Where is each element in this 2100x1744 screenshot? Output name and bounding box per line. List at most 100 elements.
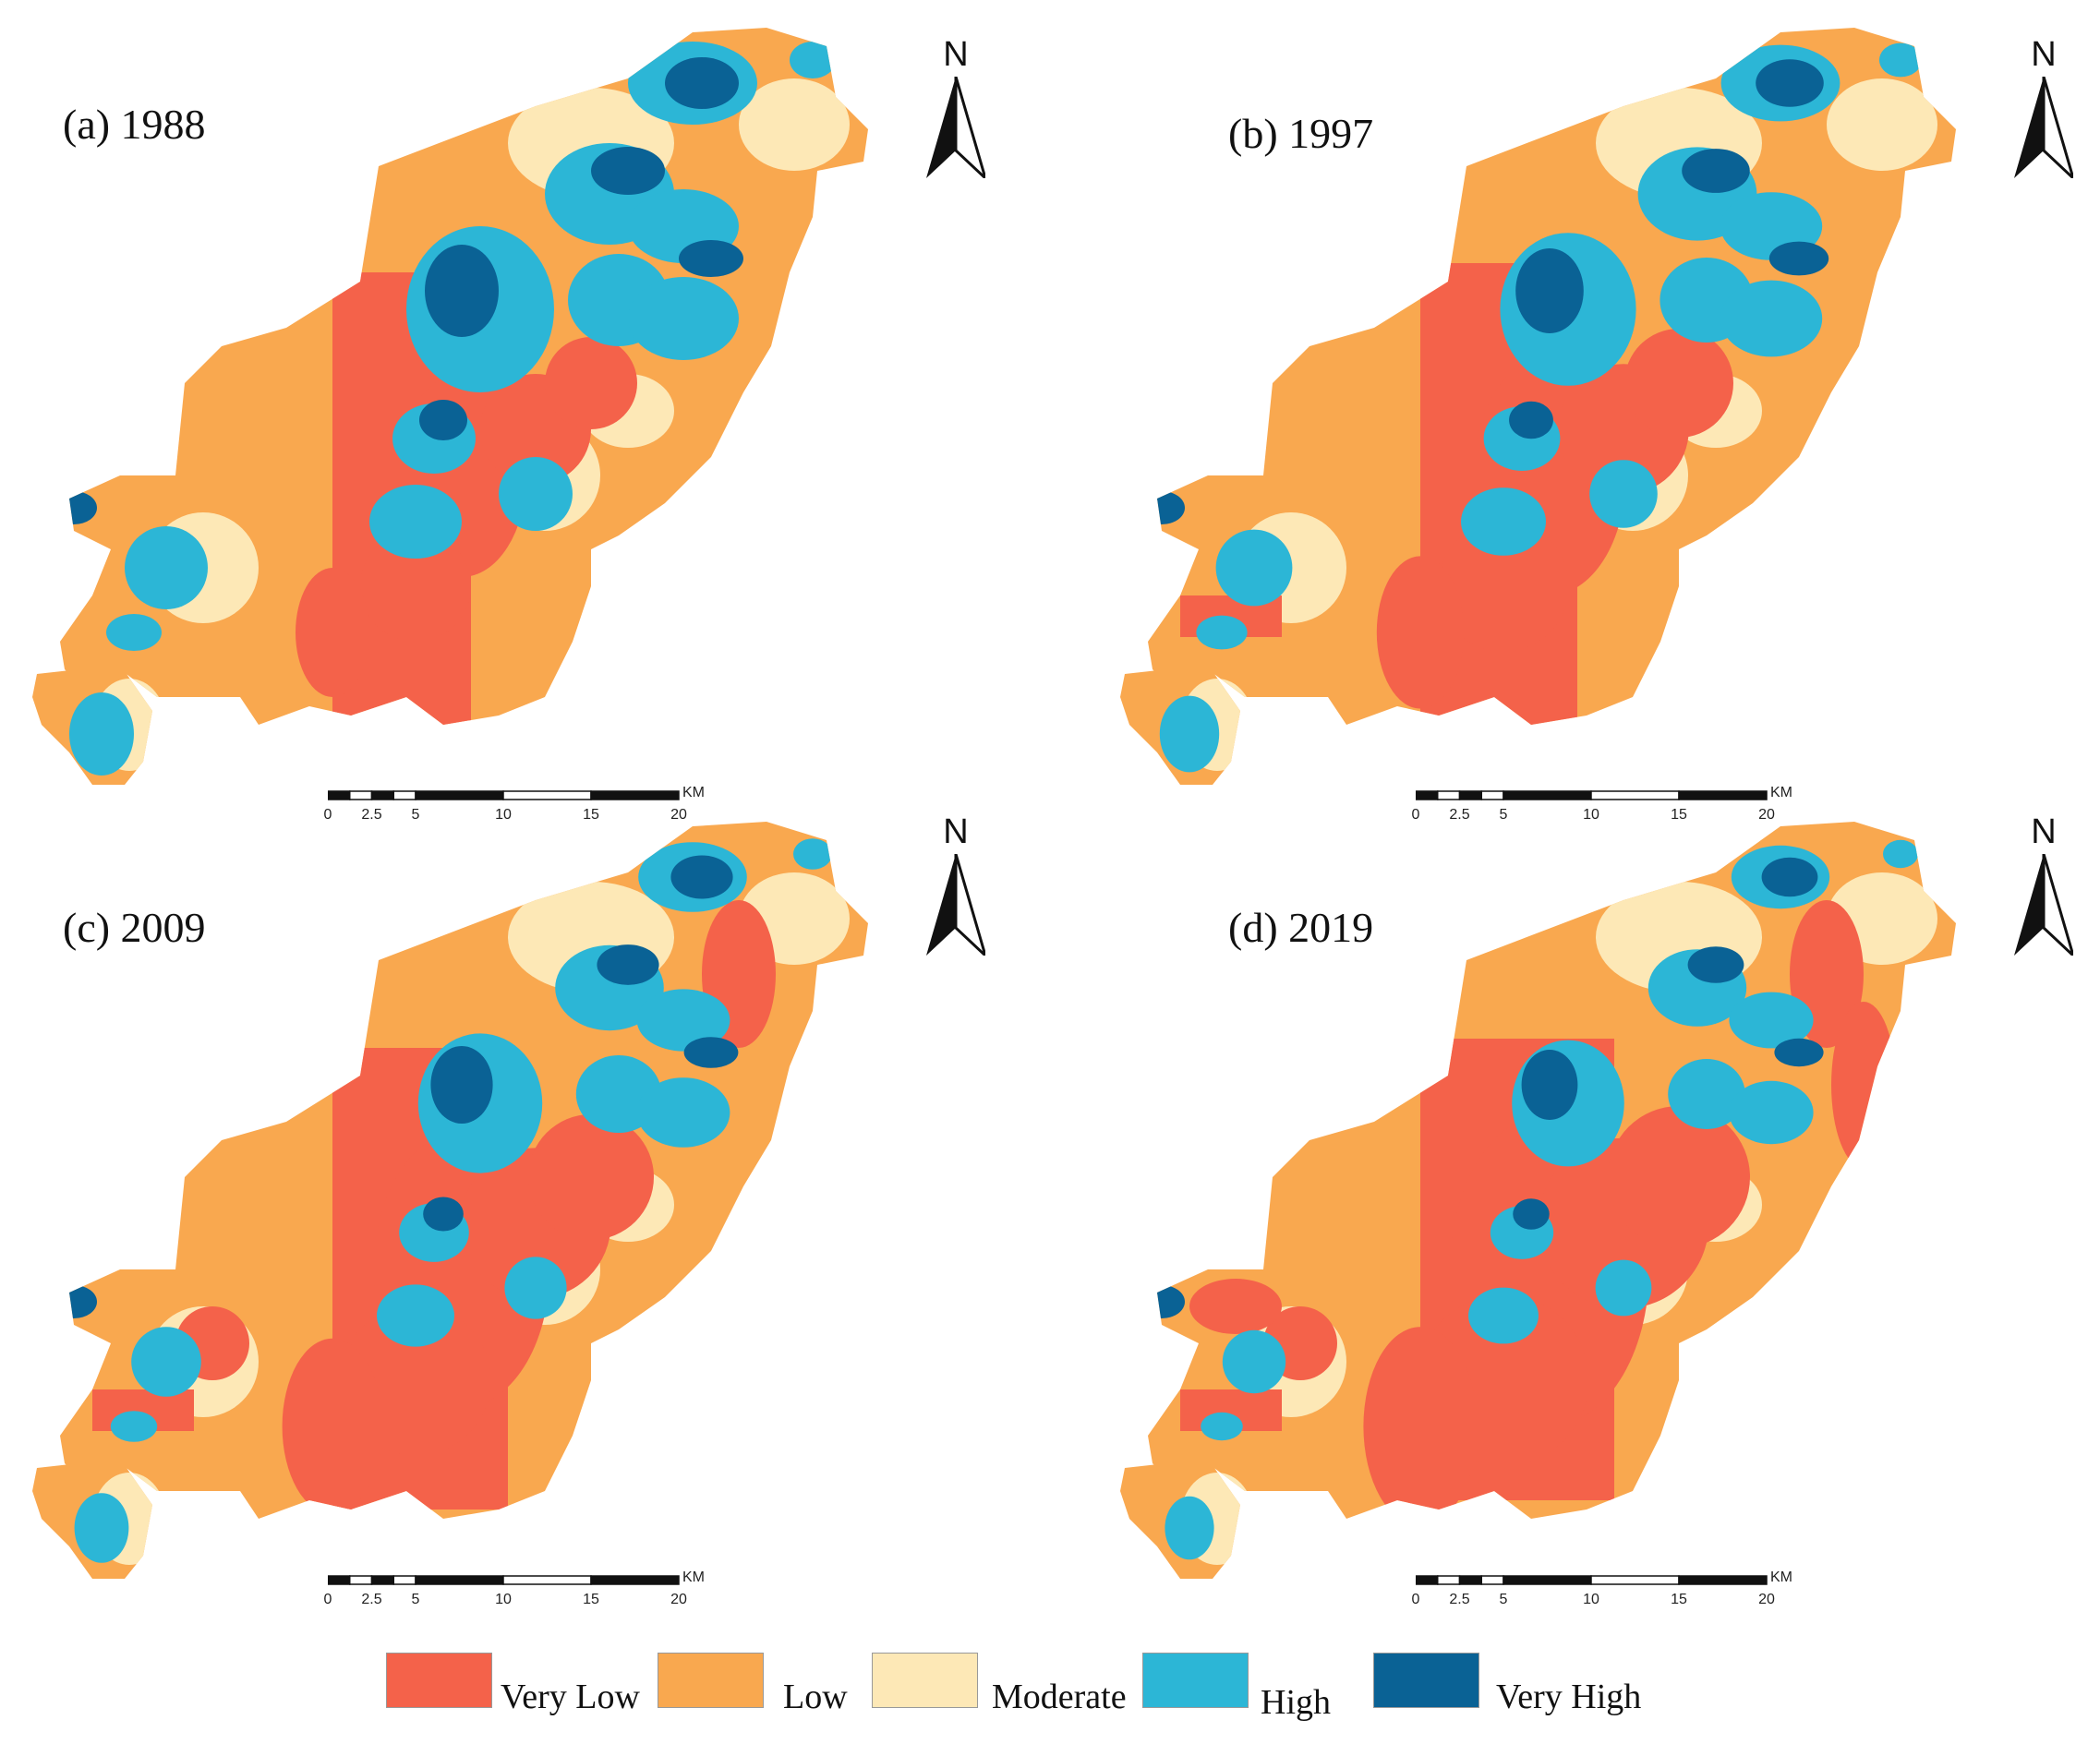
- scale-tick-label: 0: [1411, 1592, 1420, 1607]
- panel-title-c: (c) 2009: [63, 904, 206, 951]
- high-zone: [636, 989, 730, 1052]
- high-zone: [1589, 460, 1658, 528]
- very-high-zone: [1515, 248, 1584, 333]
- very-high-zone: [679, 240, 743, 277]
- very-high-zone: [419, 400, 467, 440]
- scale-tick-label: 15: [583, 807, 599, 823]
- legend-swatch: [386, 1653, 492, 1708]
- scale-bar-c: 0 2.5 5 10 15 20 KM: [324, 1570, 716, 1618]
- very-low-zone: [296, 568, 369, 697]
- scale-segment: [1503, 1575, 1592, 1585]
- scale-segment: [1437, 1575, 1461, 1585]
- legend-swatch: [658, 1653, 764, 1708]
- scale-bar-graphic: [1416, 1575, 1768, 1585]
- legend-label: High: [1261, 1683, 1331, 1722]
- high-zone: [1879, 42, 1922, 78]
- very-low-zone: [282, 1338, 383, 1515]
- high-zone: [790, 42, 836, 78]
- scale-tick-label: 15: [1671, 807, 1687, 823]
- scale-tick-label: 2.5: [1449, 1592, 1470, 1607]
- very-low-zone: [1363, 1327, 1478, 1526]
- high-zone: [636, 1077, 730, 1148]
- north-arrow-d: N: [2007, 812, 2081, 969]
- high-zone: [1668, 1059, 1745, 1129]
- high-zone: [1159, 695, 1220, 773]
- very-low-zone: [1608, 1106, 1750, 1248]
- suitability-map-layer: [32, 28, 868, 785]
- very-low-zone: [1189, 1279, 1282, 1334]
- scale-tick-label: 0: [1411, 807, 1420, 823]
- scale-unit-label: KM: [682, 1570, 705, 1585]
- high-zone: [1201, 1412, 1243, 1441]
- very-high-zone: [597, 944, 659, 985]
- north-label: N: [2031, 35, 2057, 74]
- moderate-zone: [1827, 78, 1937, 171]
- very-high-zone: [1768, 241, 1829, 276]
- scale-tick-label: 10: [1583, 1592, 1599, 1607]
- scale-segment: [590, 1575, 680, 1585]
- very-high-zone: [1761, 857, 1818, 897]
- high-zone: [1883, 839, 1918, 869]
- scale-segment: [1590, 1575, 1680, 1585]
- very-low-zone: [1831, 1002, 1896, 1168]
- high-zone: [1595, 1259, 1652, 1317]
- very-low-zone: [360, 531, 471, 642]
- very-high-zone: [683, 1037, 739, 1068]
- high-zone: [628, 277, 739, 360]
- scale-tick-label: 15: [1671, 1592, 1687, 1607]
- map-c: [32, 822, 868, 1579]
- scale-bar-graphic: [328, 790, 680, 800]
- scale-bar-b: 0 2.5 5 10 15 20 KM: [1412, 785, 1804, 833]
- scale-unit-label: KM: [682, 785, 705, 800]
- very-low-zone: [545, 337, 637, 429]
- panel-title-a: (a) 1988: [63, 101, 206, 148]
- high-zone: [74, 1493, 129, 1563]
- high-zone: [110, 1411, 158, 1442]
- scale-segment: [349, 1575, 373, 1585]
- very-high-zone: [1521, 1050, 1578, 1120]
- scale-segment: [1678, 790, 1768, 800]
- scale-tick-label: 15: [583, 1592, 599, 1607]
- panel-title-d: (d) 2019: [1228, 904, 1374, 951]
- north-arrow-c: N: [919, 812, 993, 969]
- scale-bar-a: 0 2.5 5 10 15 20 KM: [324, 785, 716, 833]
- legend-label: Very Low: [501, 1678, 640, 1716]
- scale-tick-label: 20: [670, 807, 687, 823]
- very-low-zone: [528, 1114, 654, 1240]
- high-zone: [125, 526, 208, 609]
- scale-unit-label: KM: [1770, 785, 1792, 800]
- scale-bar-graphic: [328, 1575, 680, 1585]
- scale-tick-label: 20: [670, 1592, 687, 1607]
- scale-bar-graphic: [1416, 790, 1768, 800]
- scale-tick-label: 10: [495, 1592, 512, 1607]
- scale-tick-label: 0: [323, 807, 332, 823]
- scale-segment: [415, 1575, 504, 1585]
- high-zone: [793, 838, 832, 870]
- map-panel-c: (c) 2009 N 0 2.5 5 10 15 20 KM: [0, 794, 1050, 1607]
- high-zone: [377, 1284, 454, 1347]
- scale-tick-label: 2.5: [361, 1592, 382, 1607]
- high-zone: [1729, 1080, 1814, 1145]
- scale-tick-label: 5: [1499, 1592, 1508, 1607]
- scale-segment: [502, 1575, 592, 1585]
- very-high-zone: [670, 855, 733, 899]
- north-label: N: [943, 35, 969, 74]
- panel-title-b: (b) 1997: [1228, 110, 1374, 157]
- scale-segment: [1416, 1575, 1439, 1585]
- very-high-zone: [425, 245, 499, 337]
- scale-segment: [1480, 1575, 1504, 1585]
- high-zone: [1165, 1496, 1214, 1560]
- very-high-zone: [51, 1285, 97, 1318]
- scale-tick-label: 0: [323, 1592, 332, 1607]
- scale-tick-label: 5: [1499, 807, 1508, 823]
- legend-label: Very High: [1496, 1678, 1642, 1716]
- north-arrow-a: N: [919, 35, 993, 192]
- very-high-zone: [430, 1046, 493, 1124]
- map-panel-a: (a) 1988 N 0 2.5 5 10 15 20 KM: [0, 0, 1050, 823]
- high-zone: [1222, 1329, 1286, 1394]
- scale-segment: [590, 790, 680, 800]
- legend-swatch: [872, 1653, 978, 1708]
- high-zone: [1720, 280, 1823, 357]
- high-zone: [369, 485, 462, 559]
- scale-tick-label: 10: [1583, 807, 1599, 823]
